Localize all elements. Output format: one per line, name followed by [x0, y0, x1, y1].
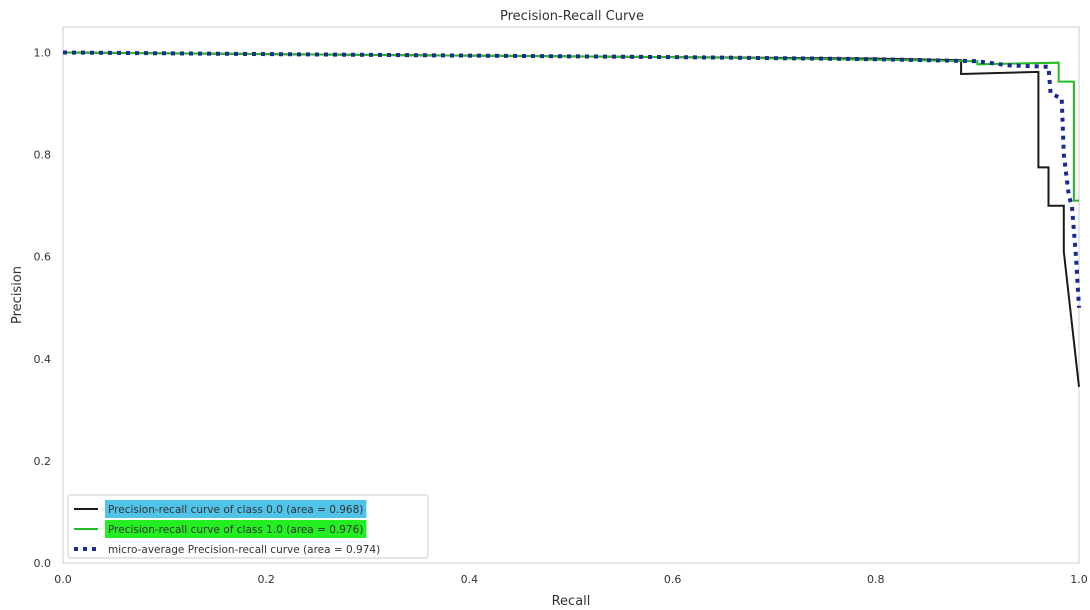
legend-highlight-0 — [105, 500, 367, 518]
y-tick-label: 0.0 — [34, 557, 52, 570]
legend: Precision-recall curve of class 0.0 (are… — [67, 494, 429, 559]
y-tick-label: 0.4 — [34, 353, 52, 366]
legend-label-1: Precision-recall curve of class 1.0 (are… — [108, 524, 363, 536]
x-axis-title: Recall — [552, 594, 591, 609]
series-lines — [62, 50, 1081, 388]
y-tick-label: 0.6 — [34, 251, 52, 264]
y-tick-label: 0.2 — [34, 455, 52, 468]
x-tick-label: 0.0 — [54, 573, 72, 586]
y-tick-label: 0.8 — [34, 149, 52, 162]
legend-highlight-1 — [105, 520, 367, 538]
legend-label-2: micro-average Precision-recall curve (ar… — [108, 544, 380, 556]
y-tick-labels: 0.0 0.2 0.4 0.6 0.8 1.0 — [34, 47, 52, 570]
x-tick-label: 0.8 — [867, 573, 885, 586]
y-tick-label: 1.0 — [34, 47, 52, 60]
x-tick-label: 1.0 — [1070, 573, 1088, 586]
legend-label-0: Precision-recall curve of class 0.0 (are… — [108, 504, 363, 516]
x-tick-label: 0.6 — [664, 573, 682, 586]
x-tick-label: 0.4 — [461, 573, 479, 586]
y-axis-title: Precision — [10, 266, 25, 324]
chart-title: Precision-Recall Curve — [500, 9, 644, 24]
x-tick-label: 0.2 — [257, 573, 275, 586]
plot-area-frame — [62, 26, 1080, 564]
x-tick-labels: 0.0 0.2 0.4 0.6 0.8 1.0 — [54, 573, 1088, 586]
